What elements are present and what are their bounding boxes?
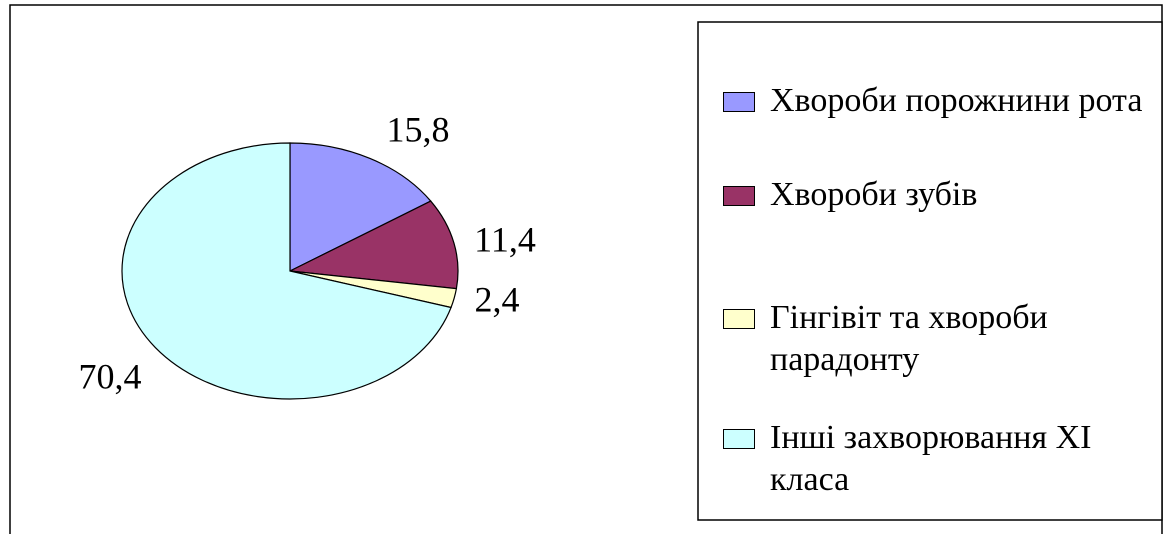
legend-label: Хвороби зубів: [770, 176, 978, 213]
legend-swatch: [723, 429, 755, 449]
legend-label: Інші захворювання XI класа: [770, 419, 1092, 498]
data-label: 11,4: [474, 219, 536, 259]
legend-swatch: [723, 309, 755, 329]
data-label: 15,8: [387, 109, 450, 149]
pie-slice: [287, 200, 459, 290]
data-label: 70,4: [79, 356, 142, 396]
pie-slice: [289, 142, 432, 272]
legend-label: Гінгівіт та хвороби парадонту: [770, 299, 1048, 378]
legend-swatch: [723, 186, 755, 206]
legend-swatch: [723, 92, 755, 112]
legend-label: Хвороби порожнини рота: [770, 82, 1143, 119]
pie-slice: [121, 142, 452, 400]
data-label: 2,4: [475, 279, 520, 319]
legend-box: [697, 21, 1163, 521]
